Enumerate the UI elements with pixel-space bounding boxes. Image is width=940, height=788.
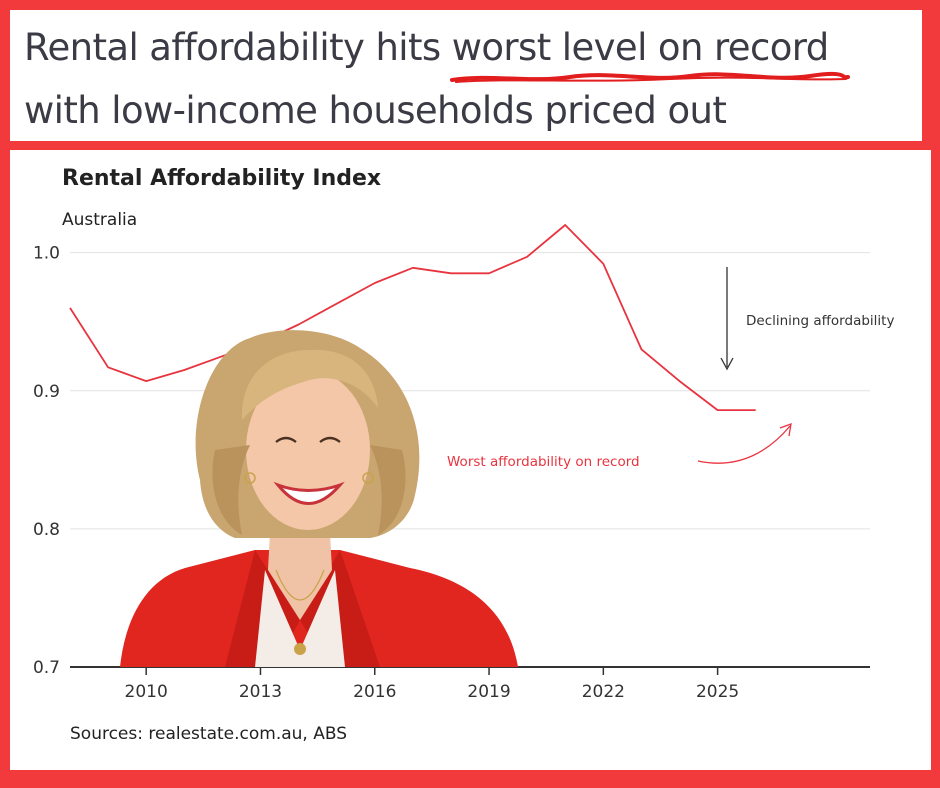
right-eye (319, 436, 341, 443)
y-tick-label: 0.8 (33, 520, 60, 540)
x-tick-label: 2013 (239, 682, 282, 702)
headline: Rental affordability hits worst level on… (24, 16, 924, 142)
x-axis-ticks: 2010 2013 2016 2019 2022 2025 (125, 667, 739, 702)
down-arrow-icon (720, 357, 734, 371)
necklace (275, 569, 325, 601)
worst-annotation: Worst affordability on record (447, 454, 640, 470)
y-tick-label: 0.7 (33, 658, 60, 678)
y-tick-label: 1.0 (33, 244, 60, 264)
x-tick-label: 2010 (125, 682, 168, 702)
headline-box: Rental affordability hits worst level on… (10, 10, 922, 141)
x-tick-label: 2019 (467, 682, 510, 702)
hair-left-curl (212, 445, 250, 535)
chart-panel: Rental Affordability Index Australia 0.7… (10, 150, 931, 770)
left-eye (275, 436, 297, 443)
series-line (69, 224, 756, 411)
declining-annotation: Declining affordability (746, 313, 894, 329)
y-axis-ticks: 0.7 0.8 0.9 1.0 (33, 244, 60, 678)
chart-subtitle: Australia (62, 210, 137, 230)
x-tick-label: 2022 (582, 682, 625, 702)
worst-arrow-curve (697, 425, 791, 464)
face (246, 370, 370, 530)
curved-arrow-icon (779, 423, 792, 437)
pendant (294, 643, 306, 655)
x-tick-label: 2025 (696, 682, 739, 702)
hair-fringe (241, 349, 378, 420)
headline-line-1: Rental affordability hits worst level on… (24, 16, 924, 83)
hair-right-curl (370, 445, 406, 535)
chart-source: Sources: realestate.com.au, ABS (70, 724, 347, 744)
y-tick-label: 0.9 (33, 382, 60, 402)
headline-text-1: Rental affordability hits (24, 26, 452, 69)
left-earring (244, 472, 256, 484)
gridlines (70, 252, 870, 530)
x-tick-label: 2016 (353, 682, 396, 702)
blouse (255, 570, 345, 667)
chart-title: Rental Affordability Index (62, 166, 381, 191)
headline-emphasis-text: worst level on record (451, 26, 829, 69)
red-underline-squiggle (449, 71, 850, 83)
person-photo (120, 330, 518, 667)
right-earring (362, 472, 374, 484)
headline-line-2: with low-income households priced out (24, 89, 727, 132)
headline-emphasis: worst level on record (449, 16, 850, 83)
chart-svg: Rental Affordability Index Australia 0.7… (33, 166, 895, 744)
smile (273, 481, 345, 505)
